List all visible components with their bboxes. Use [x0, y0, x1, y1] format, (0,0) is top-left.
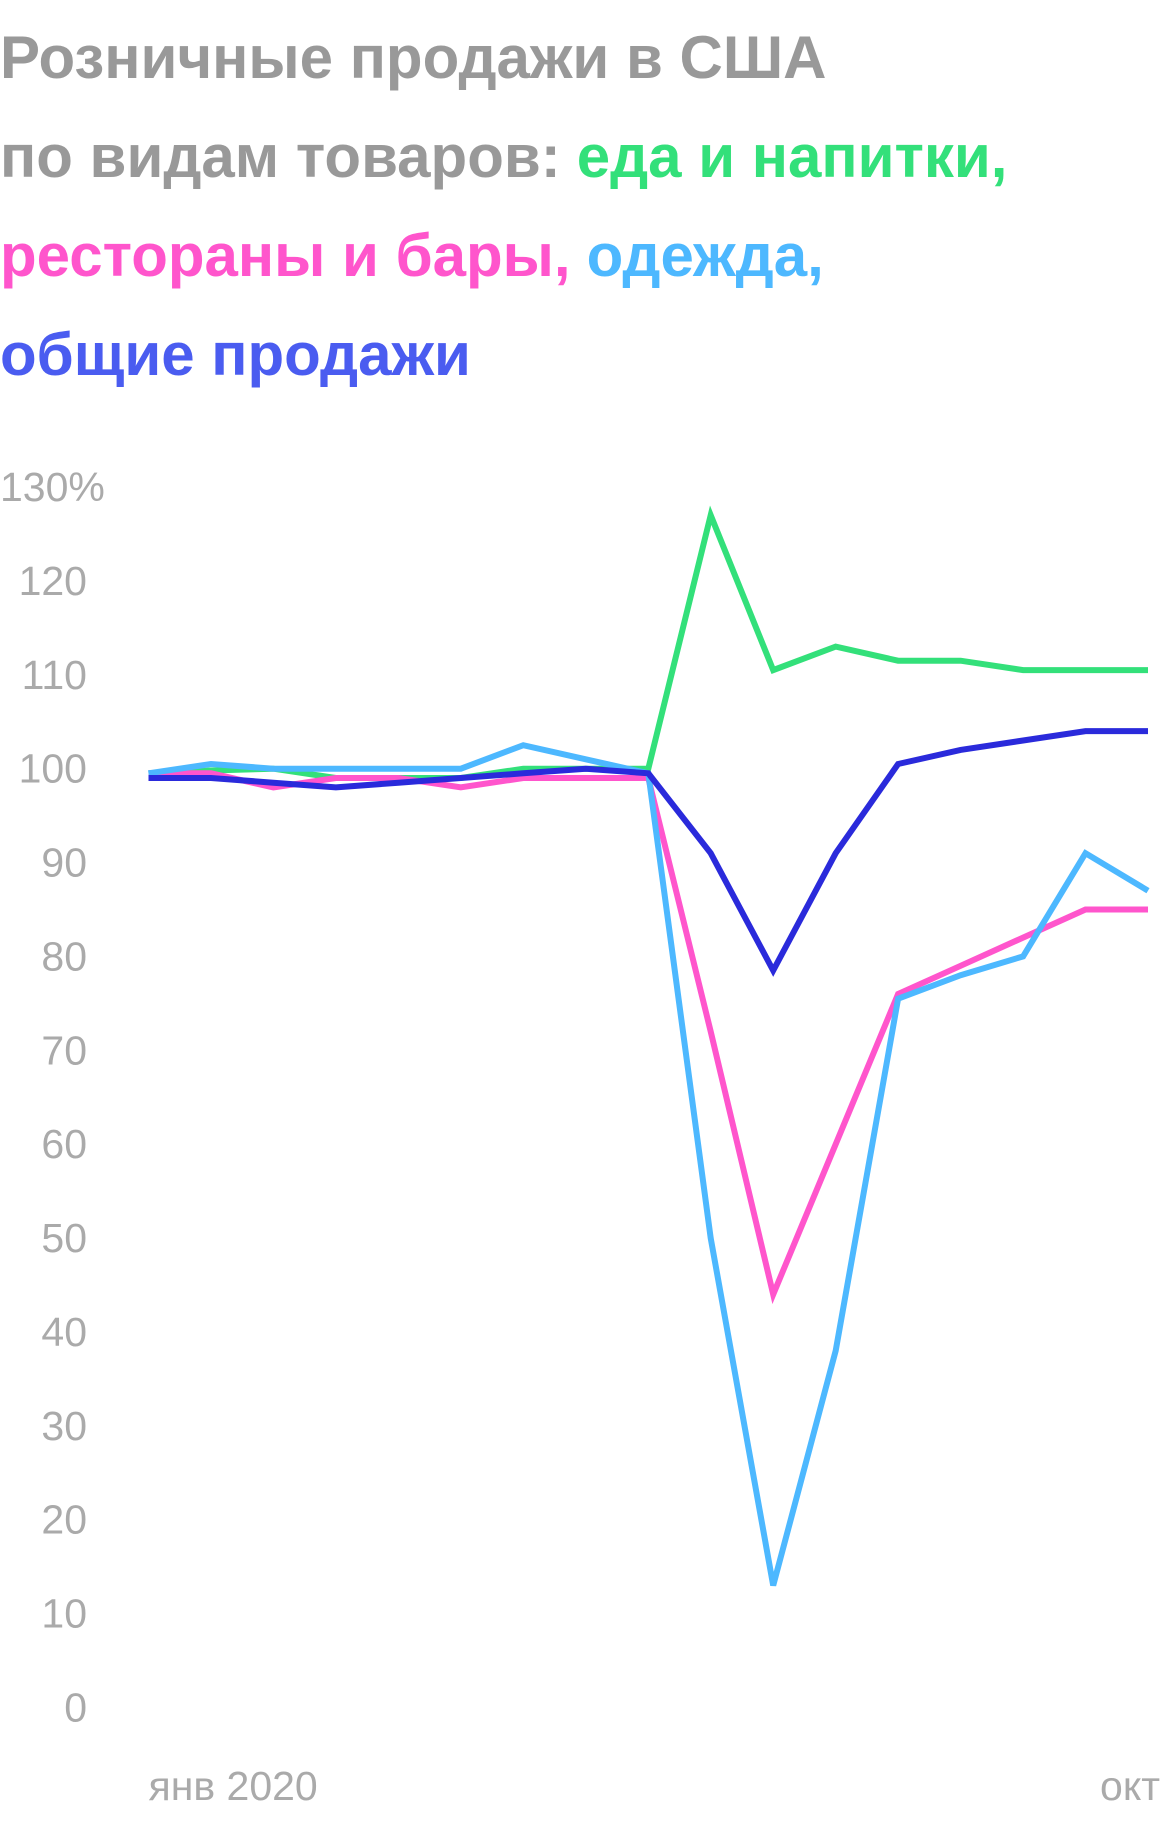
chart-title: Розничные продажи в США по видам товаров:… — [0, 8, 1160, 404]
y-tick-label: 30 — [41, 1403, 87, 1449]
y-tick-label: 60 — [41, 1121, 87, 1167]
title-line: рестораны и бары, одежда, — [0, 206, 1160, 305]
series-line — [148, 770, 1148, 1305]
series-line — [148, 728, 1148, 977]
title-part: Розничные продажи в США — [0, 24, 827, 91]
title-part: рестораны и бары, — [0, 222, 571, 289]
y-tick-label: 100 — [19, 746, 87, 792]
title-part: по видам товаров: — [0, 123, 561, 190]
x-tick-label: янв 2020 — [149, 1763, 318, 1809]
title-part: одежда, — [586, 222, 824, 289]
y-tick-label: 20 — [41, 1497, 87, 1543]
x-tick-label: окт — [1100, 1763, 1160, 1809]
y-tick-label: 120 — [19, 558, 87, 604]
y-tick-label: 110 — [22, 652, 87, 698]
title-line: общие продажи — [0, 305, 1160, 404]
y-tick-label: 40 — [41, 1309, 87, 1355]
y-tick-label: 50 — [41, 1215, 87, 1261]
y-tick-label: 10 — [41, 1591, 87, 1637]
series-line — [148, 742, 1150, 1587]
series-line — [148, 505, 1148, 781]
title-part: общие продажи — [0, 321, 471, 388]
y-tick-label: 0 — [64, 1685, 87, 1731]
y-tick-label: 90 — [41, 840, 87, 886]
y-tick-label: 130% — [0, 464, 105, 510]
y-tick-label: 80 — [41, 933, 87, 979]
y-tick-label: 70 — [41, 1027, 87, 1073]
title-part: еда и напитки, — [576, 123, 1008, 190]
title-line: Розничные продажи в США — [0, 8, 1160, 107]
title-line: по видам товаров: еда и напитки, — [0, 107, 1160, 206]
